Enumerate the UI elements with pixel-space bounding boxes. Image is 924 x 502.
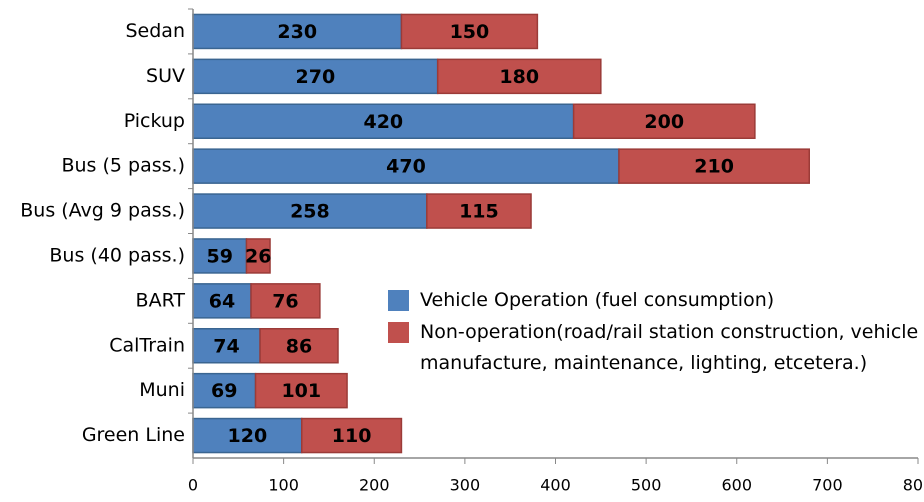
y-tick-label: Green Line xyxy=(82,424,185,446)
bar-segment xyxy=(436,58,602,95)
bar-segment xyxy=(426,193,532,229)
bar-segment xyxy=(192,103,575,139)
x-tick-label: 100 xyxy=(268,476,299,495)
data-label: 258 xyxy=(290,201,330,223)
bar-segment xyxy=(192,417,303,454)
x-tick-label: 500 xyxy=(631,476,662,495)
bar-segment xyxy=(301,417,403,454)
x-tick-label: 300 xyxy=(450,476,481,495)
bar-segment xyxy=(618,148,810,184)
y-tick-label: Muni xyxy=(139,379,185,401)
data-label: 76 xyxy=(272,290,298,312)
data-label: 110 xyxy=(332,425,372,447)
x-tick-label: 400 xyxy=(540,476,571,495)
bar-segment xyxy=(192,328,261,364)
x-tick-label: 200 xyxy=(359,476,390,495)
data-label: 59 xyxy=(207,245,233,267)
x-tick-label: 600 xyxy=(721,476,752,495)
data-label: 230 xyxy=(277,21,317,43)
data-label: 210 xyxy=(694,156,734,178)
bar-segment xyxy=(192,58,439,95)
data-label: 74 xyxy=(213,335,239,357)
y-tick-label: Bus (5 pass.) xyxy=(61,155,185,177)
data-label: 26 xyxy=(245,245,271,267)
bar-segment xyxy=(250,283,321,319)
data-label: 420 xyxy=(363,111,403,133)
y-tick-label: CalTrain xyxy=(109,334,185,356)
y-tick-label: Sedan xyxy=(126,20,186,42)
bar-segment xyxy=(254,372,348,409)
data-label: 115 xyxy=(459,201,499,223)
x-tick-label: 0 xyxy=(188,476,198,495)
legend-label: Vehicle Operation (fuel consumption) xyxy=(420,289,775,311)
bar-segment xyxy=(259,328,339,364)
bar-segment xyxy=(192,148,620,184)
x-tick-label: 700 xyxy=(812,476,843,495)
data-label: 200 xyxy=(644,111,684,133)
data-label: 180 xyxy=(499,66,539,88)
y-tick-label: Bus (40 pass.) xyxy=(49,244,185,266)
data-label: 69 xyxy=(211,380,237,402)
y-tick-label: BART xyxy=(136,289,186,311)
data-label: 101 xyxy=(281,380,321,402)
y-tick-label: SUV xyxy=(146,65,185,87)
y-tick-label: Pickup xyxy=(124,110,185,132)
legend-swatch xyxy=(388,322,409,343)
bar-segment xyxy=(245,238,271,274)
legend-label: Non-operation(road/rail station construc… xyxy=(420,321,919,374)
data-label: 470 xyxy=(386,156,426,178)
bar-segment xyxy=(192,283,252,319)
data-label: 86 xyxy=(286,335,312,357)
bar-segment xyxy=(572,103,756,139)
bar-segment xyxy=(400,13,539,50)
legend-swatch xyxy=(388,290,409,311)
data-label: 270 xyxy=(296,66,336,88)
x-tick-label: 800 xyxy=(903,476,924,495)
data-label: 120 xyxy=(228,425,268,447)
data-label: 150 xyxy=(450,21,490,43)
y-tick-label: Bus (Avg 9 pass.) xyxy=(20,200,185,222)
data-label: 64 xyxy=(209,290,235,312)
